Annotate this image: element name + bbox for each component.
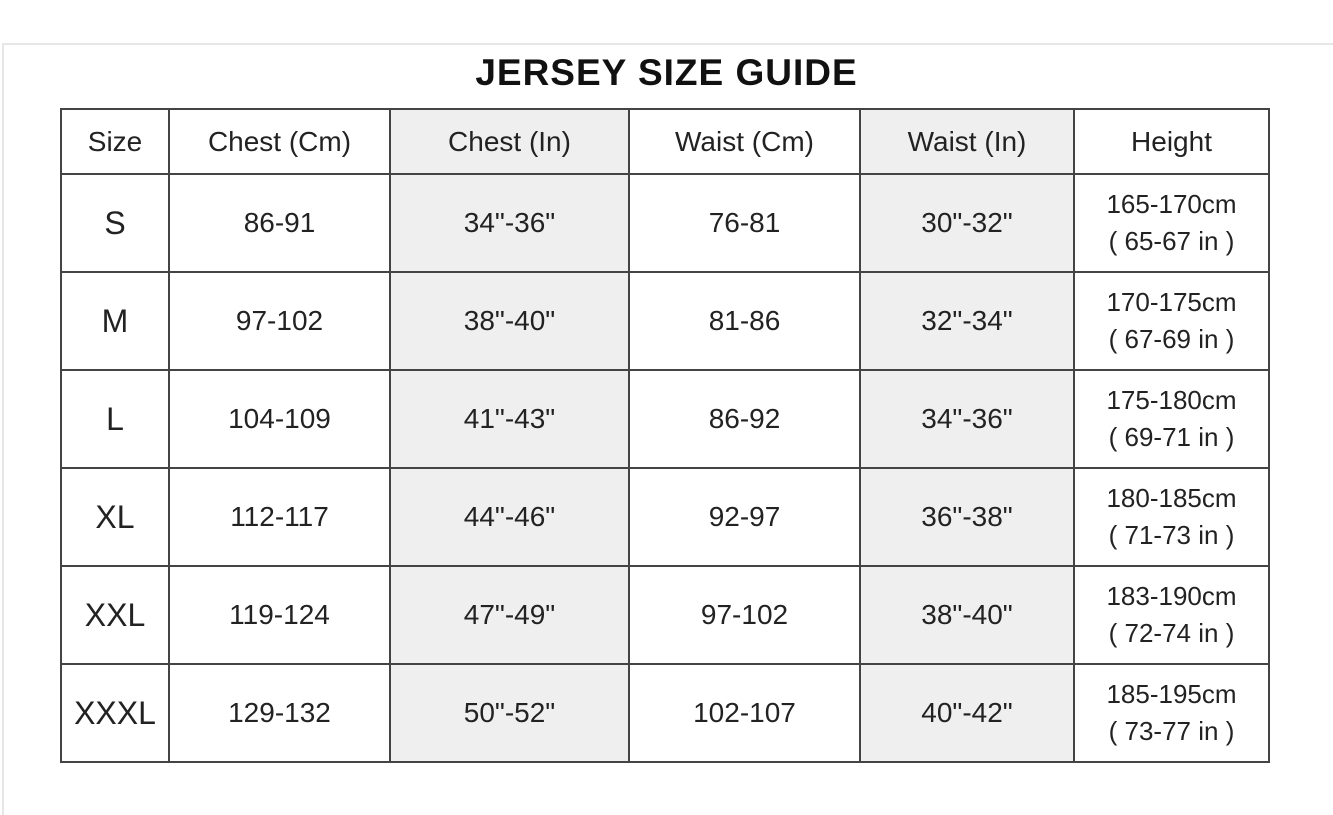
height-cell: 185-195cm ( 73-77 in )	[1073, 663, 1270, 763]
chest-cm-cell: 97-102	[168, 271, 391, 371]
height-cm: 183-190cm	[1106, 581, 1237, 611]
height-cell: 183-190cm ( 72-74 in )	[1073, 565, 1270, 665]
waist-cm-cell: 86-92	[628, 369, 861, 469]
chest-cm-cell: 86-91	[168, 173, 391, 273]
waist-cm-cell: 97-102	[628, 565, 861, 665]
chest-in-cell: 38"-40"	[389, 271, 630, 371]
chest-cm-cell: 104-109	[168, 369, 391, 469]
table-row: XL 112-117 44"-46" 92-97 36"-38" 180-185cm ( 7…	[60, 467, 1270, 567]
size-guide-table: Size Chest (Cm) Chest (In) Waist (Cm) Wa…	[60, 108, 1270, 763]
waist-in-cell: 30"-32"	[859, 173, 1075, 273]
height-cm: 165-170cm	[1106, 189, 1237, 219]
chest-in-cell: 41"-43"	[389, 369, 630, 469]
waist-in-cell: 36"-38"	[859, 467, 1075, 567]
height-in: ( 73-77 in )	[1108, 716, 1235, 746]
waist-in-cell: 32"-34"	[859, 271, 1075, 371]
waist-in-cell: 40"-42"	[859, 663, 1075, 763]
waist-in-cell: 38"-40"	[859, 565, 1075, 665]
waist-cm-cell: 92-97	[628, 467, 861, 567]
height-in: ( 72-74 in )	[1108, 618, 1235, 648]
size-cell: S	[60, 173, 170, 273]
waist-in-cell: 34"-36"	[859, 369, 1075, 469]
height-cm: 175-180cm	[1106, 385, 1237, 415]
header-row: Size Chest (Cm) Chest (In) Waist (Cm) Wa…	[60, 108, 1270, 175]
height-cell: 175-180cm ( 69-71 in )	[1073, 369, 1270, 469]
height-cell: 180-185cm ( 71-73 in )	[1073, 467, 1270, 567]
size-cell: XXXL	[60, 663, 170, 763]
chest-cm-cell: 129-132	[168, 663, 391, 763]
height-cm: 180-185cm	[1106, 483, 1237, 513]
waist-cm-cell: 76-81	[628, 173, 861, 273]
chest-cm-cell: 119-124	[168, 565, 391, 665]
height-in: ( 65-67 in )	[1108, 226, 1235, 256]
table-row: M 97-102 38"-40" 81-86 32"-34" 170-175cm ( 67-…	[60, 271, 1270, 371]
height-cm: 170-175cm	[1106, 287, 1237, 317]
height-cell: 170-175cm ( 67-69 in )	[1073, 271, 1270, 371]
header-chest-in: Chest (In)	[389, 108, 630, 175]
header-height: Height	[1073, 108, 1270, 175]
chest-cm-cell: 112-117	[168, 467, 391, 567]
size-cell: XL	[60, 467, 170, 567]
height-in: ( 67-69 in )	[1108, 324, 1235, 354]
table-row: XXXL 129-132 50"-52" 102-107 40"-42" 185-195c…	[60, 663, 1270, 763]
page-frame	[2, 43, 1333, 815]
header-waist-in: Waist (In)	[859, 108, 1075, 175]
header-chest-cm: Chest (Cm)	[168, 108, 391, 175]
size-cell: M	[60, 271, 170, 371]
height-cm: 185-195cm	[1106, 679, 1237, 709]
waist-cm-cell: 102-107	[628, 663, 861, 763]
size-cell: XXL	[60, 565, 170, 665]
height-cell: 165-170cm ( 65-67 in )	[1073, 173, 1270, 273]
chest-in-cell: 44"-46"	[389, 467, 630, 567]
chest-in-cell: 47"-49"	[389, 565, 630, 665]
height-in: ( 69-71 in )	[1108, 422, 1235, 452]
header-size: Size	[60, 108, 170, 175]
page-title: JERSEY SIZE GUIDE	[475, 52, 858, 93]
table-row: S 86-91 34"-36" 76-81 30"-32" 165-170cm ( 65-6…	[60, 173, 1270, 273]
table-row: L 104-109 41"-43" 86-92 34"-36" 175-180cm ( 69…	[60, 369, 1270, 469]
chest-in-cell: 50"-52"	[389, 663, 630, 763]
table-row: XXL 119-124 47"-49" 97-102 38"-40" 183-190cm (…	[60, 565, 1270, 665]
size-cell: L	[60, 369, 170, 469]
header-waist-cm: Waist (Cm)	[628, 108, 861, 175]
waist-cm-cell: 81-86	[628, 271, 861, 371]
height-in: ( 71-73 in )	[1108, 520, 1235, 550]
chest-in-cell: 34"-36"	[389, 173, 630, 273]
